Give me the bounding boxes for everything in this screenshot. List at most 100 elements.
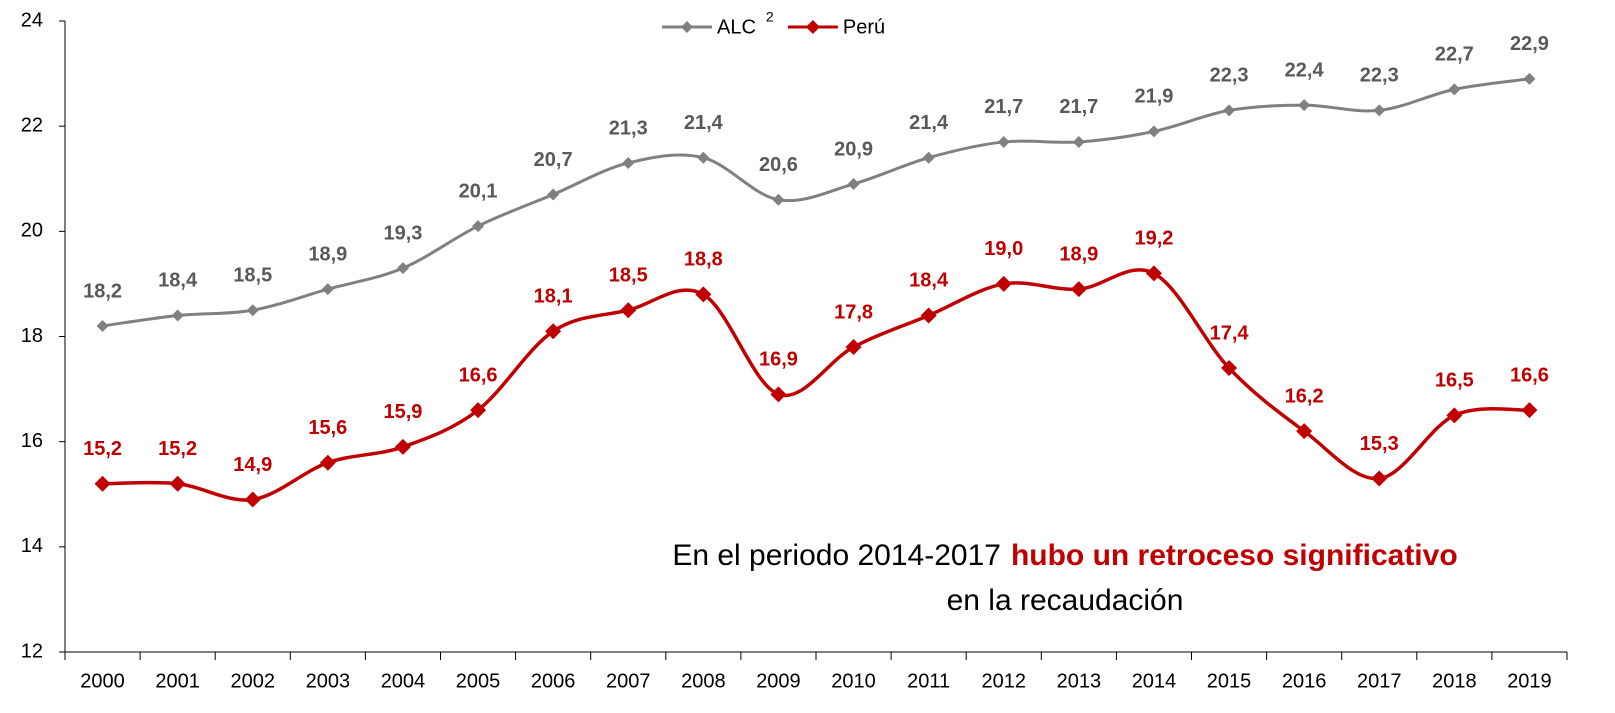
data-label: 21,7 bbox=[984, 96, 1023, 118]
data-label: 17,8 bbox=[834, 301, 873, 323]
x-tick-label: 2018 bbox=[1432, 670, 1477, 692]
legend-marker bbox=[681, 21, 693, 33]
legend-label: Perú bbox=[843, 16, 885, 38]
data-label: 22,7 bbox=[1435, 44, 1474, 66]
x-tick-label: 2017 bbox=[1357, 670, 1402, 692]
data-label: 22,3 bbox=[1210, 65, 1249, 87]
y-tick-label: 20 bbox=[21, 220, 43, 242]
data-label: 21,9 bbox=[1134, 86, 1173, 108]
annotation-highlight: hubo un retroceso significativo bbox=[1011, 539, 1458, 572]
point bbox=[770, 386, 787, 403]
x-tick-label: 2007 bbox=[606, 670, 651, 692]
data-label: 18,1 bbox=[534, 286, 573, 308]
y-tick-label: 14 bbox=[21, 535, 43, 557]
y-tick-label: 18 bbox=[21, 325, 43, 347]
point bbox=[1221, 360, 1238, 377]
point bbox=[1298, 99, 1311, 112]
data-label: 18,4 bbox=[158, 270, 198, 292]
x-tick-label: 2002 bbox=[231, 670, 276, 692]
point bbox=[920, 307, 937, 324]
point bbox=[1223, 104, 1236, 117]
point bbox=[697, 151, 710, 164]
point bbox=[472, 220, 485, 233]
point bbox=[997, 135, 1010, 148]
data-label: 21,7 bbox=[1059, 96, 1098, 118]
point bbox=[1373, 104, 1386, 117]
x-tick-label: 2013 bbox=[1057, 670, 1102, 692]
point bbox=[695, 286, 712, 303]
x-tick-label: 2015 bbox=[1207, 670, 1252, 692]
legend-label: ALC bbox=[717, 16, 756, 38]
x-tick-label: 2004 bbox=[381, 670, 426, 692]
point bbox=[94, 475, 111, 492]
data-label: 22,3 bbox=[1360, 65, 1399, 87]
point bbox=[547, 188, 560, 201]
data-label: 15,2 bbox=[158, 438, 197, 460]
x-tick-label: 2000 bbox=[80, 670, 125, 692]
point bbox=[171, 309, 184, 322]
point bbox=[545, 323, 562, 340]
data-label: 18,8 bbox=[684, 249, 723, 271]
data-label: 20,7 bbox=[534, 149, 573, 171]
data-label: 20,6 bbox=[759, 154, 798, 176]
point bbox=[1147, 125, 1160, 138]
point bbox=[995, 275, 1012, 292]
point bbox=[319, 454, 336, 471]
data-label: 15,9 bbox=[383, 401, 422, 423]
data-label: 20,1 bbox=[459, 180, 498, 202]
point bbox=[244, 491, 261, 508]
point bbox=[1446, 407, 1463, 424]
data-label: 20,9 bbox=[834, 138, 873, 160]
point bbox=[169, 475, 186, 492]
point bbox=[394, 438, 411, 455]
y-tick-label: 22 bbox=[21, 114, 43, 136]
legend-marker bbox=[805, 20, 820, 34]
data-label: 15,6 bbox=[308, 417, 347, 439]
data-label: 21,4 bbox=[909, 112, 949, 134]
x-tick-label: 2001 bbox=[155, 670, 200, 692]
point bbox=[321, 283, 334, 296]
data-label: 21,4 bbox=[684, 112, 724, 134]
point bbox=[1521, 402, 1538, 419]
data-label: 19,3 bbox=[383, 222, 422, 244]
point bbox=[1523, 72, 1536, 85]
point bbox=[845, 339, 862, 356]
data-label: 18,2 bbox=[83, 280, 122, 302]
series-line bbox=[102, 268, 1530, 502]
x-tick-label: 2016 bbox=[1282, 670, 1327, 692]
point bbox=[922, 151, 935, 164]
y-tick-label: 24 bbox=[21, 9, 43, 31]
annotation: En el periodo 2014-2017 hubo un retroceso… bbox=[672, 539, 1457, 572]
data-label: 18,9 bbox=[308, 243, 347, 265]
point bbox=[620, 302, 637, 319]
y-tick-label: 16 bbox=[21, 430, 43, 452]
y-tick-label: 12 bbox=[21, 640, 43, 662]
data-label: 16,2 bbox=[1285, 385, 1324, 407]
data-label: 16,9 bbox=[759, 349, 798, 371]
series-line bbox=[102, 77, 1530, 328]
data-label: 22,9 bbox=[1510, 33, 1549, 55]
data-label: 18,5 bbox=[609, 264, 648, 286]
x-tick-label: 2019 bbox=[1507, 670, 1552, 692]
data-label: 15,2 bbox=[83, 438, 122, 460]
x-tick-label: 2009 bbox=[756, 670, 801, 692]
data-label: 19,2 bbox=[1134, 228, 1173, 250]
annotation-line2: en la recaudación bbox=[947, 584, 1184, 617]
data-label: 22,4 bbox=[1285, 59, 1325, 81]
point bbox=[470, 402, 487, 419]
x-tick-label: 2012 bbox=[982, 670, 1027, 692]
annotation-text: En el periodo 2014-2017 bbox=[672, 539, 1001, 572]
point bbox=[396, 262, 409, 275]
point bbox=[1072, 135, 1085, 148]
data-label: 17,4 bbox=[1210, 322, 1250, 344]
data-label: 18,9 bbox=[1059, 243, 1098, 265]
point bbox=[1145, 265, 1162, 282]
point bbox=[772, 193, 785, 206]
point bbox=[847, 178, 860, 191]
point bbox=[246, 304, 259, 317]
data-label: 18,5 bbox=[233, 264, 272, 286]
point bbox=[1448, 83, 1461, 96]
x-tick-label: 2005 bbox=[456, 670, 501, 692]
x-tick-label: 2011 bbox=[907, 670, 950, 692]
